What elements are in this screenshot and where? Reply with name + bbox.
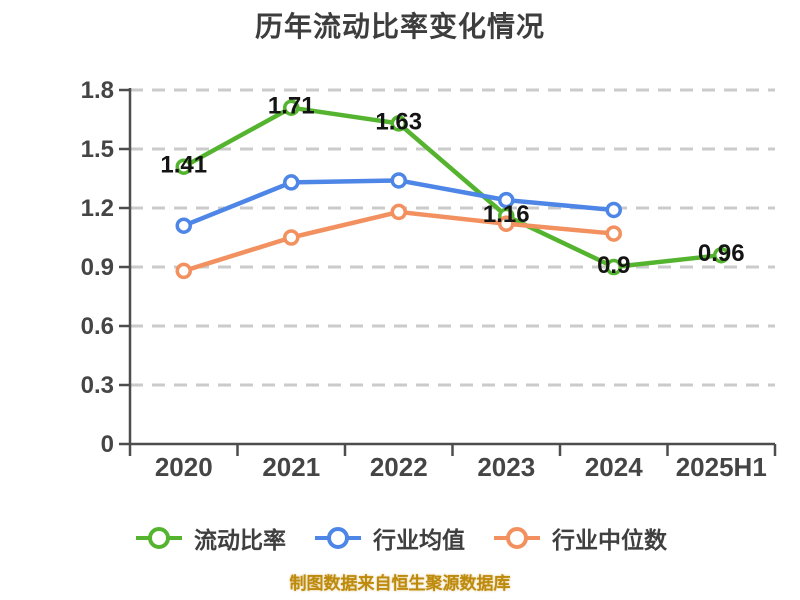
x-axis-label: 2021 [262,452,320,482]
data-label: 1.41 [160,152,207,179]
data-point [605,201,622,219]
data-point [390,172,407,189]
legend-label: 流动比率 [194,527,286,553]
y-axis-label: 0.6 [81,313,114,340]
legend-line-marker-icon [315,527,361,549]
y-axis-label: 0.3 [81,372,114,399]
source-note: 制图数据来自恒生聚源数据库 [289,574,511,593]
legend-item-2: 行业中位数 [491,521,667,555]
legend: 流动比率 行业均值 行业中位数 [0,518,800,558]
data-point [713,246,730,264]
y-axis-label: 1.2 [81,195,114,222]
x-axis-label: 2025H1 [676,452,767,482]
y-axis-label: 1.5 [81,136,114,163]
data-point [605,258,622,276]
legend-label: 行业均值 [373,527,465,553]
x-axis-label: 2024 [585,452,643,482]
data-label: 0.9 [597,252,630,279]
data-point [283,99,300,116]
data-label: 1.63 [375,108,422,135]
chart-title: 历年流动比率变化情况 [254,11,545,42]
x-axis-label: 2023 [477,452,535,482]
data-point [605,225,622,242]
legend-item-1: 行业均值 [312,521,465,555]
data-point [175,158,192,175]
legend-label: 行业中位数 [552,527,667,553]
data-point [498,191,515,209]
data-point [175,262,192,280]
data-label: 1.16 [483,201,530,228]
legend-line-marker-icon [494,527,540,549]
line-chart: 0 0.3 0.6 0.9 1.2 1.5 1.8 2020 2021 2022 2023 2024 2… [81,77,777,482]
series-line-series_orange [181,209,616,274]
data-label: 1.71 [268,93,315,120]
y-axis-label: 0 [101,431,114,458]
data-label: 0.96 [698,240,745,267]
data-point [283,174,300,191]
data-point [175,217,192,234]
data-point [390,203,407,221]
data-point [390,115,407,132]
legend-item-0: 流动比率 [133,521,286,555]
series-line-series_green [181,105,724,270]
data-point [283,229,300,246]
x-axis-label: 2022 [370,452,428,482]
y-axis-label: 1.8 [81,77,114,104]
x-axis-label: 2020 [155,452,213,482]
y-axis-label: 0.9 [81,254,114,281]
data-point [498,215,515,232]
legend-line-marker-icon [136,527,182,549]
